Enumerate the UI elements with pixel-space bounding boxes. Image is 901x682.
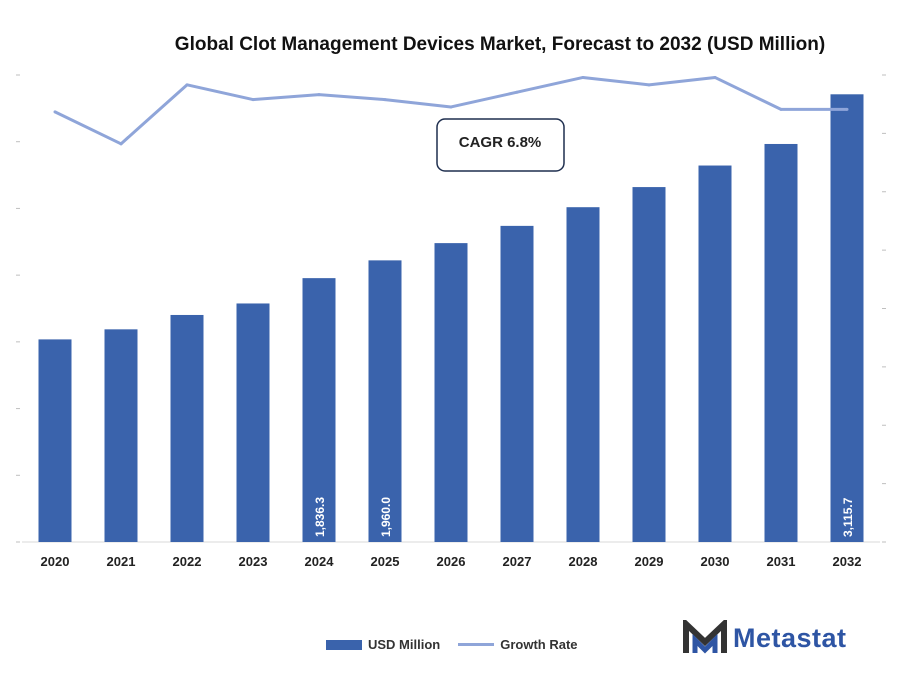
growth-point-2032: [845, 107, 849, 111]
bar-2029: [632, 187, 666, 542]
data-label-2024: 1,836.3: [313, 497, 327, 537]
bar-2027: [500, 225, 534, 542]
bars-group: [38, 94, 864, 543]
bar-2021: [104, 329, 138, 542]
cagr-label: CAGR 6.8%: [459, 134, 542, 151]
bar-2023: [236, 303, 270, 542]
logo-text: Metastat: [733, 622, 847, 653]
growth-point-2025: [383, 98, 387, 102]
legend-item-usd-million: USD Million: [326, 637, 440, 652]
growth-point-2026: [449, 105, 453, 109]
x-tick-label-2024: 2024: [305, 554, 335, 569]
x-tick-label-2020: 2020: [41, 554, 70, 569]
bar-2030: [698, 165, 732, 542]
x-tick-label-2021: 2021: [107, 554, 136, 569]
bar-2024: [302, 278, 336, 542]
growth-point-2022: [185, 83, 189, 87]
x-tick-label-2032: 2032: [833, 554, 862, 569]
bar-2022: [170, 314, 204, 542]
legend-bar-swatch: [326, 639, 362, 650]
bar-2025: [368, 260, 402, 542]
growth-point-2027: [515, 90, 519, 94]
growth-point-2028: [581, 75, 585, 79]
legend-label-usd-million: USD Million: [368, 637, 441, 652]
legend: USD Million Growth Rate: [326, 637, 596, 652]
data-label-2032: 3,115.7: [841, 497, 855, 537]
growth-line-group: [53, 75, 849, 146]
labels-group: 2020 2021 2022 2023 2024 1,836.3 2025 1,960.0 20…: [41, 497, 862, 569]
cagr-box: [436, 118, 565, 172]
metastat-m-icon: [683, 620, 727, 654]
growth-point-2024: [317, 93, 321, 97]
x-tick-label-2026: 2026: [437, 554, 466, 569]
x-tick-label-2025: 2025: [371, 554, 400, 569]
x-tick-label-2022: 2022: [173, 554, 202, 569]
metastat-logo: Metastat: [683, 620, 847, 656]
growth-point-2020: [53, 110, 57, 114]
bar-2032: [830, 94, 864, 542]
growth-point-2023: [251, 98, 255, 102]
x-tick-label-2030: 2030: [701, 554, 730, 569]
growth-point-2021: [119, 142, 123, 146]
legend-line-swatch: [458, 643, 495, 646]
x-tick-label-2031: 2031: [767, 554, 796, 569]
data-label-2025: 1,960.0: [379, 497, 393, 537]
bar-2031: [764, 143, 798, 543]
bar-2020: [38, 339, 72, 542]
legend-item-growth-rate: Growth Rate: [458, 637, 578, 652]
bar-2028: [566, 207, 600, 542]
x-tick-label-2029: 2029: [635, 554, 664, 569]
x-tick-label-2028: 2028: [569, 554, 598, 569]
bar-2026: [434, 243, 468, 542]
chart-title: Global Clot Management Devices Market, F…: [174, 34, 826, 55]
annotation-group: CAGR 6.8%: [436, 118, 565, 172]
legend-label-growth-rate: Growth Rate: [500, 637, 578, 652]
growth-point-2031: [779, 107, 783, 111]
x-tick-label-2023: 2023: [239, 554, 268, 569]
growth-point-2030: [713, 75, 717, 79]
x-tick-label-2027: 2027: [503, 554, 532, 569]
growth-point-2029: [647, 83, 651, 87]
